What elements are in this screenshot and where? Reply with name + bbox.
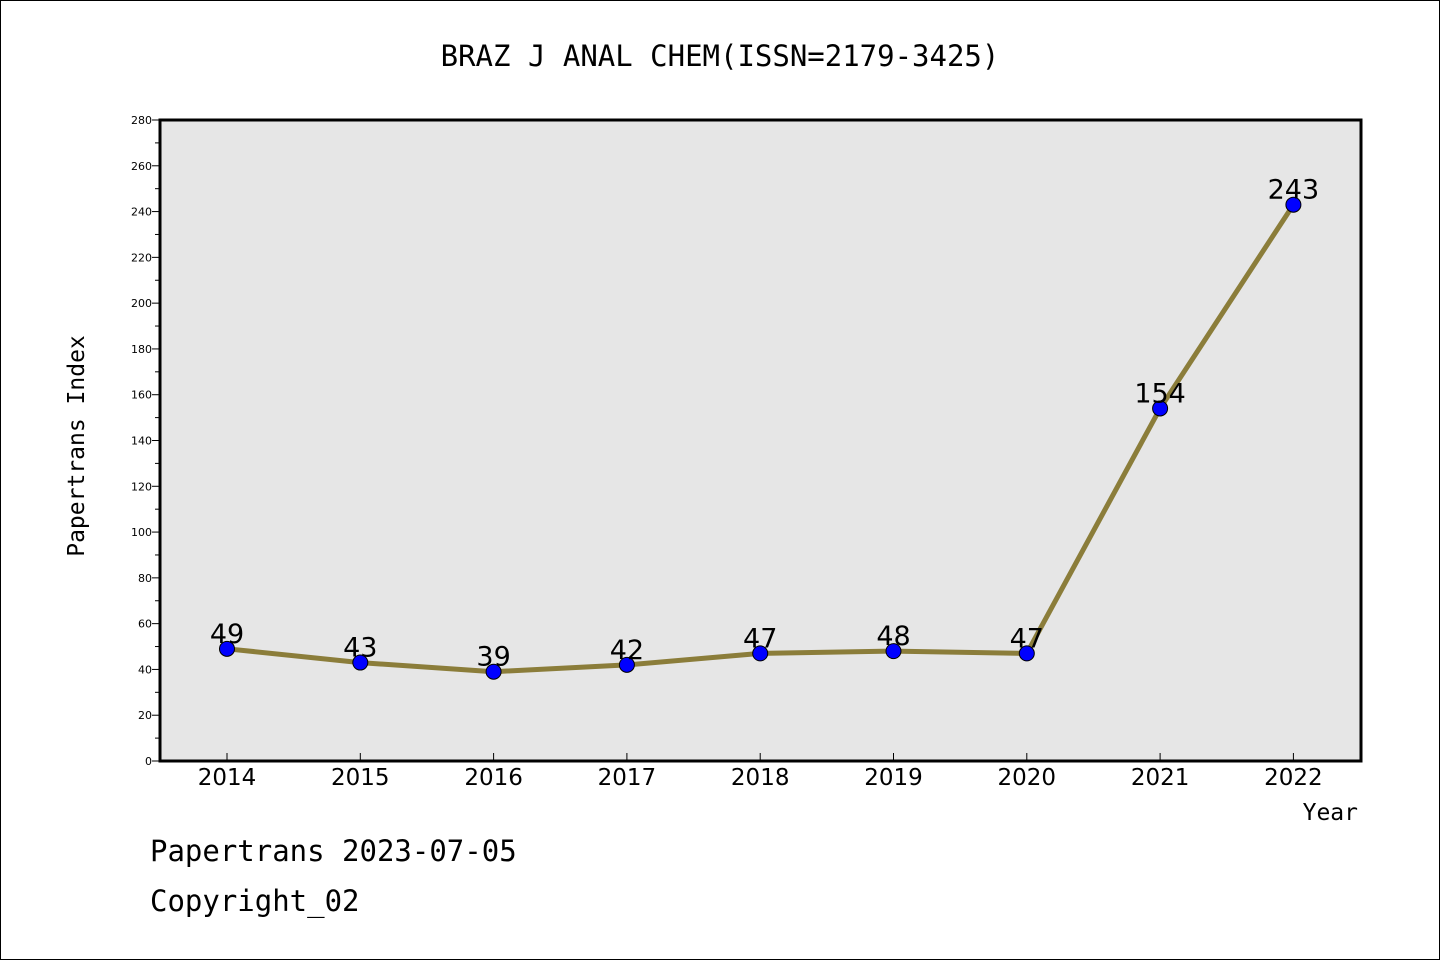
data-label: 243 bbox=[1268, 175, 1320, 206]
y-tick-label: 160 bbox=[131, 389, 152, 402]
y-tick-label: 280 bbox=[131, 114, 152, 127]
x-tick-label: 2021 bbox=[1131, 765, 1190, 791]
data-label: 42 bbox=[610, 635, 644, 666]
data-point bbox=[219, 640, 235, 657]
plot-border bbox=[158, 118, 1363, 763]
y-tick-label: 240 bbox=[131, 206, 152, 219]
y-tick-label: 100 bbox=[131, 526, 152, 539]
y-tick-label: 120 bbox=[131, 480, 152, 493]
data-point bbox=[618, 656, 635, 673]
y-tick-label: 40 bbox=[138, 663, 152, 676]
y-tick-label: 0 bbox=[145, 755, 152, 768]
data-point bbox=[1285, 196, 1302, 213]
data-point bbox=[885, 643, 902, 660]
data-label: 48 bbox=[876, 621, 910, 652]
y-axis-label: Papertrans Index bbox=[64, 335, 90, 557]
y-tick-label: 220 bbox=[131, 251, 152, 264]
x-tick-label: 2020 bbox=[998, 765, 1057, 791]
x-tick-label: 2018 bbox=[731, 765, 790, 791]
x-tick-label: 2014 bbox=[198, 765, 257, 791]
data-point bbox=[752, 645, 769, 662]
data-label: 154 bbox=[1134, 378, 1186, 409]
x-tick-label: 2019 bbox=[864, 765, 923, 791]
data-label: 39 bbox=[476, 642, 510, 673]
y-tick-label: 20 bbox=[138, 709, 152, 722]
y-tick-label: 200 bbox=[131, 297, 152, 310]
y-tick-label: 140 bbox=[131, 435, 152, 448]
x-tick-label: 2016 bbox=[464, 765, 523, 791]
x-axis-label: Year bbox=[1303, 800, 1358, 826]
series-layer bbox=[219, 196, 1302, 680]
data-label: 49 bbox=[210, 619, 244, 650]
x-tick-label: 2022 bbox=[1264, 765, 1323, 791]
y-tick-label: 80 bbox=[138, 572, 152, 585]
footer-copyright: Copyright_02 bbox=[150, 884, 360, 918]
x-tick-label: 2017 bbox=[598, 765, 657, 791]
data-point bbox=[1018, 645, 1035, 662]
data-point bbox=[1152, 400, 1169, 417]
x-axis: 2014 2015 2016 2017 2018 2019 2020 2021 2022 bbox=[198, 753, 1323, 791]
data-point bbox=[352, 654, 369, 671]
x-tick-label: 2015 bbox=[331, 765, 390, 791]
y-tick-label: 180 bbox=[131, 343, 152, 356]
data-label-layer: 49 43 39 42 47 48 47 154 243 bbox=[210, 175, 1319, 673]
y-tick-label: 60 bbox=[138, 618, 152, 631]
data-label: 43 bbox=[343, 633, 377, 664]
data-label: 47 bbox=[743, 623, 777, 654]
footer-date: Papertrans 2023-07-05 bbox=[150, 834, 517, 868]
chart-title: BRAZ J ANAL CHEM(ISSN=2179-3425) bbox=[441, 39, 1000, 73]
y-tick-label: 260 bbox=[131, 160, 152, 173]
data-point bbox=[485, 663, 502, 680]
plot-area bbox=[160, 120, 1361, 761]
y-axis: 0 20 40 60 80 100 120 140 160 180 200 220 240 260 280 bbox=[131, 114, 160, 768]
data-label: 47 bbox=[1010, 623, 1044, 654]
